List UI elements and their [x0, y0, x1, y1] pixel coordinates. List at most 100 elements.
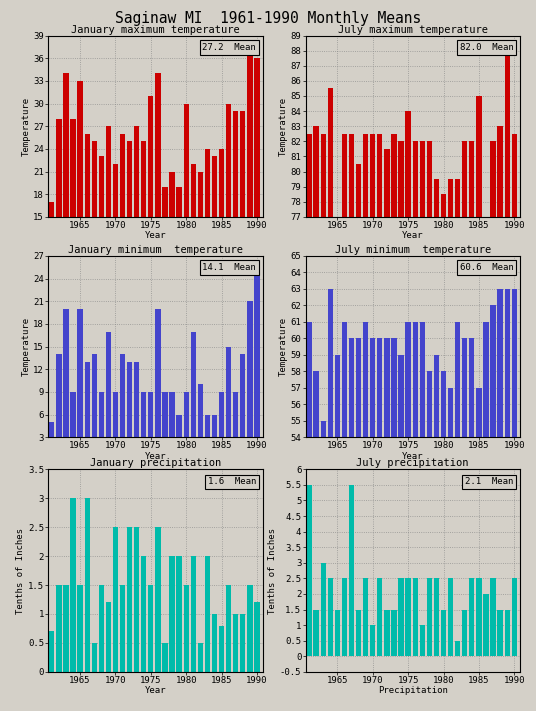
Bar	[191, 164, 196, 330]
X-axis label: Year: Year	[402, 451, 423, 461]
Bar	[141, 392, 146, 460]
Bar	[99, 392, 104, 460]
Bar	[441, 609, 446, 656]
Bar	[398, 578, 404, 656]
Bar	[169, 556, 175, 672]
Bar	[321, 134, 326, 711]
Bar	[384, 609, 390, 656]
Bar	[413, 578, 418, 656]
Bar	[476, 96, 481, 711]
Bar	[370, 625, 375, 656]
Bar	[240, 111, 245, 330]
Bar	[141, 556, 146, 672]
Bar	[391, 609, 397, 656]
Bar	[148, 96, 153, 330]
Bar	[420, 141, 425, 711]
Bar	[314, 371, 319, 711]
Bar	[92, 643, 97, 672]
Bar	[356, 338, 361, 711]
Bar	[391, 134, 397, 711]
Bar	[511, 134, 517, 711]
Bar	[314, 609, 319, 656]
X-axis label: Year: Year	[145, 231, 166, 240]
Y-axis label: Temperature: Temperature	[279, 97, 288, 156]
Bar	[504, 289, 510, 711]
Bar	[198, 171, 203, 330]
Bar	[511, 578, 517, 656]
Bar	[349, 134, 354, 711]
Bar	[476, 387, 481, 711]
Bar	[356, 609, 361, 656]
Bar	[49, 202, 55, 330]
Bar	[377, 338, 383, 711]
Bar	[134, 362, 139, 460]
Bar	[85, 134, 90, 330]
Bar	[405, 578, 411, 656]
Bar	[212, 415, 217, 460]
Bar	[155, 309, 161, 460]
X-axis label: Year: Year	[402, 231, 423, 240]
Bar	[233, 392, 239, 460]
Bar	[434, 578, 439, 656]
Title: July minimum  temperature: July minimum temperature	[334, 245, 491, 255]
X-axis label: Year: Year	[145, 686, 166, 695]
Bar	[99, 156, 104, 330]
Title: July maximum temperature: July maximum temperature	[338, 25, 488, 35]
Bar	[191, 556, 196, 672]
Bar	[120, 134, 125, 330]
Bar	[233, 614, 239, 672]
Bar	[504, 50, 510, 711]
Bar	[198, 385, 203, 460]
Bar	[356, 164, 361, 711]
Bar	[198, 643, 203, 672]
Y-axis label: Tenths of Inches: Tenths of Inches	[268, 528, 277, 614]
Bar	[183, 104, 189, 330]
Bar	[363, 578, 368, 656]
Bar	[176, 556, 182, 672]
Bar	[490, 141, 496, 711]
Bar	[307, 322, 312, 711]
Bar	[490, 306, 496, 711]
Text: Saginaw MI  1961-1990 Monthly Means: Saginaw MI 1961-1990 Monthly Means	[115, 11, 421, 26]
Bar	[120, 354, 125, 460]
Text: 1.6  Mean: 1.6 Mean	[208, 477, 256, 486]
Bar	[77, 81, 83, 330]
Bar	[420, 322, 425, 711]
Bar	[342, 134, 347, 711]
Bar	[134, 527, 139, 672]
Bar	[342, 322, 347, 711]
Bar	[398, 355, 404, 711]
Y-axis label: Temperature: Temperature	[21, 97, 31, 156]
Bar	[141, 141, 146, 330]
Bar	[349, 338, 354, 711]
Y-axis label: Temperature: Temperature	[279, 317, 288, 376]
Bar	[176, 187, 182, 330]
Bar	[349, 485, 354, 656]
Bar	[56, 354, 62, 460]
Bar	[63, 585, 69, 672]
Title: January precipitation: January precipitation	[90, 459, 221, 469]
Bar	[469, 578, 474, 656]
Title: January maximum temperature: January maximum temperature	[71, 25, 240, 35]
Bar	[247, 301, 252, 460]
Bar	[169, 171, 175, 330]
Bar	[70, 392, 76, 460]
Bar	[49, 631, 55, 672]
Bar	[219, 392, 224, 460]
Bar	[92, 141, 97, 330]
Bar	[504, 609, 510, 656]
Bar	[448, 179, 453, 711]
Bar	[327, 578, 333, 656]
Y-axis label: Tenths of Inches: Tenths of Inches	[16, 528, 25, 614]
Bar	[334, 609, 340, 656]
Bar	[377, 134, 383, 711]
Bar	[212, 614, 217, 672]
Bar	[321, 563, 326, 656]
Bar	[420, 625, 425, 656]
Bar	[106, 127, 111, 330]
Bar	[321, 421, 326, 711]
Bar	[148, 392, 153, 460]
Bar	[370, 134, 375, 711]
Bar	[483, 466, 489, 711]
Bar	[334, 355, 340, 711]
